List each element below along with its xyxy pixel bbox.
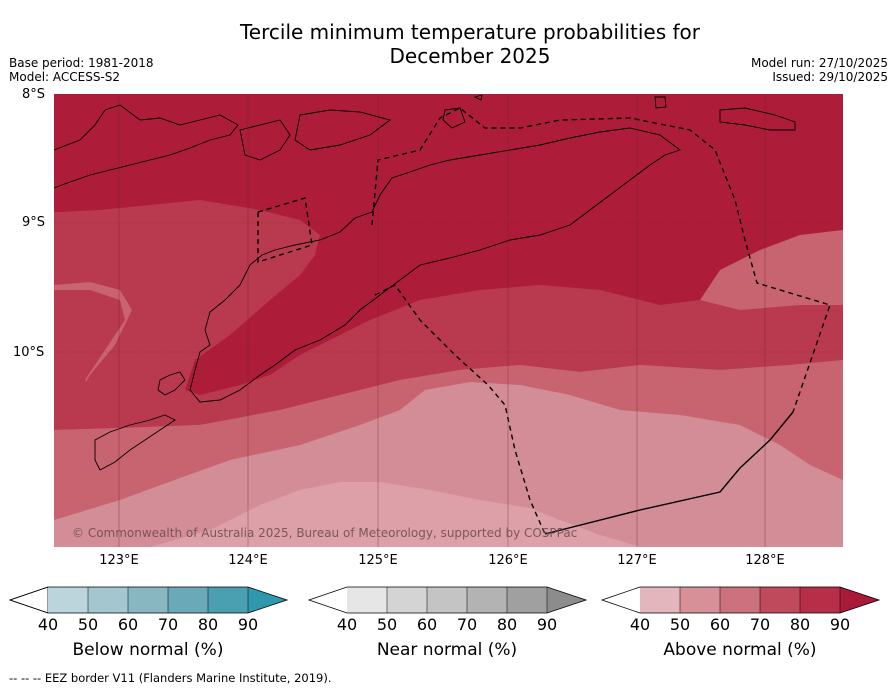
cbar-below-tick-90: 90 xyxy=(237,615,259,634)
lon-label-125e: 125°E xyxy=(358,553,398,568)
colorbar-above xyxy=(600,586,881,614)
lat-label-10s: 10°S xyxy=(13,345,45,360)
cbar-near-tick-90: 90 xyxy=(536,615,558,634)
eez-border xyxy=(257,107,831,535)
cbar-above-tick-80: 80 xyxy=(789,615,811,634)
cbar-near-tick-40: 40 xyxy=(336,615,358,634)
cbar-below-swatch-3 xyxy=(168,587,208,613)
kisar-island xyxy=(442,107,466,129)
lon-label-124e: 124°E xyxy=(228,553,268,568)
babar-island xyxy=(719,107,796,131)
band-above-70-right xyxy=(700,230,843,310)
meta-left: Base period: 1981-2018 Model: ACCESS-S2 xyxy=(9,56,154,84)
cbar-below-swatch-5 xyxy=(248,587,287,613)
coastlines xyxy=(54,94,796,471)
cbar-below-swatch-4 xyxy=(208,587,248,613)
cbar-near-swatch-3 xyxy=(467,587,507,613)
cbar-below-tick-80: 80 xyxy=(197,615,219,634)
cbar-below-swatch-0 xyxy=(48,587,88,613)
cbar-near-tick-70: 70 xyxy=(456,615,478,634)
flores-coast xyxy=(54,104,239,189)
cbar-above-swatch-1 xyxy=(680,587,720,613)
cbar-near-tick-80: 80 xyxy=(496,615,518,634)
copyright-notice: © Commonwealth of Australia 2025, Bureau… xyxy=(72,526,578,540)
title-line-1: Tercile minimum temperature probabilitie… xyxy=(239,20,701,44)
cbar-near-tick-60: 60 xyxy=(416,615,438,634)
cbar-above-tick-60: 60 xyxy=(709,615,731,634)
cbar-near-swatch-1 xyxy=(387,587,427,613)
lon-label-128e: 128°E xyxy=(745,553,785,568)
cbar-near-tick-50: 50 xyxy=(376,615,398,634)
eez-footer-note: -- -- -- EEZ border V11 (Flanders Marine… xyxy=(9,671,332,685)
cbar-above-swatch-3 xyxy=(760,587,800,613)
cbar-below-tick-70: 70 xyxy=(157,615,179,634)
cbar-near-swatch-0 xyxy=(347,587,387,613)
band-above-80-edge xyxy=(200,238,222,244)
cbar-above-tick-50: 50 xyxy=(669,615,691,634)
wetar-island xyxy=(294,109,392,151)
lon-label-123e: 123°E xyxy=(99,553,139,568)
alor-island xyxy=(239,119,291,161)
lat-label-9s: 9°S xyxy=(22,215,46,230)
band-above-90 xyxy=(54,94,843,395)
cbar-below-label: Below normal (%) xyxy=(72,640,224,660)
colorbar-below xyxy=(8,586,289,614)
small-island-2 xyxy=(473,94,483,101)
cbar-above-swatch-5 xyxy=(840,587,879,613)
cbar-below-tick-40: 40 xyxy=(37,615,59,634)
map-title: Tercile minimum temperature probabilitie… xyxy=(0,20,896,68)
cbar-below-tick-60: 60 xyxy=(117,615,139,634)
title-line-2: December 2025 xyxy=(389,44,551,68)
cbar-above-tick-40: 40 xyxy=(629,615,651,634)
cbar-below-tick-50: 50 xyxy=(77,615,99,634)
lon-label-127e: 127°E xyxy=(617,553,657,568)
cbar-above-tick-70: 70 xyxy=(749,615,771,634)
cbar-above-swatch-2 xyxy=(720,587,760,613)
cbar-above-swatch-4 xyxy=(800,587,840,613)
model-name: Model: ACCESS-S2 xyxy=(9,70,121,84)
cbar-above-tick-90: 90 xyxy=(829,615,851,634)
cbar-above-label: Above normal (%) xyxy=(663,640,817,660)
cbar-below-swatch-2 xyxy=(128,587,168,613)
model-run: Model run: 27/10/2025 xyxy=(750,56,888,70)
small-island-1 xyxy=(654,96,667,109)
base-period: Base period: 1981-2018 xyxy=(9,56,154,70)
meta-right: Model run: 27/10/2025 Issued: 29/10/2025 xyxy=(751,56,888,84)
graticule xyxy=(54,94,843,547)
issued-date: Issued: 29/10/2025 xyxy=(772,70,888,84)
sawu-island xyxy=(94,414,176,471)
probability-field xyxy=(54,94,843,547)
cbar-near-swatch-2 xyxy=(427,587,467,613)
cbar-above-swatch-0 xyxy=(640,587,680,613)
lat-label-8s: 8°S xyxy=(22,87,46,102)
band-above-60 xyxy=(54,382,843,547)
cbar-near-swatch-5 xyxy=(547,587,586,613)
eez-solid-border xyxy=(544,411,794,535)
band-above-50 xyxy=(150,482,640,547)
band-above-80-lower xyxy=(54,290,843,430)
rote-island xyxy=(157,371,186,396)
cbar-near-label: Near normal (%) xyxy=(376,640,518,660)
lon-label-126e: 126°E xyxy=(488,553,528,568)
cbar-near-swatch-4 xyxy=(507,587,547,613)
colorbar-near xyxy=(307,586,588,614)
timor-coast xyxy=(189,127,681,403)
cbar-below-swatch-1 xyxy=(88,587,128,613)
